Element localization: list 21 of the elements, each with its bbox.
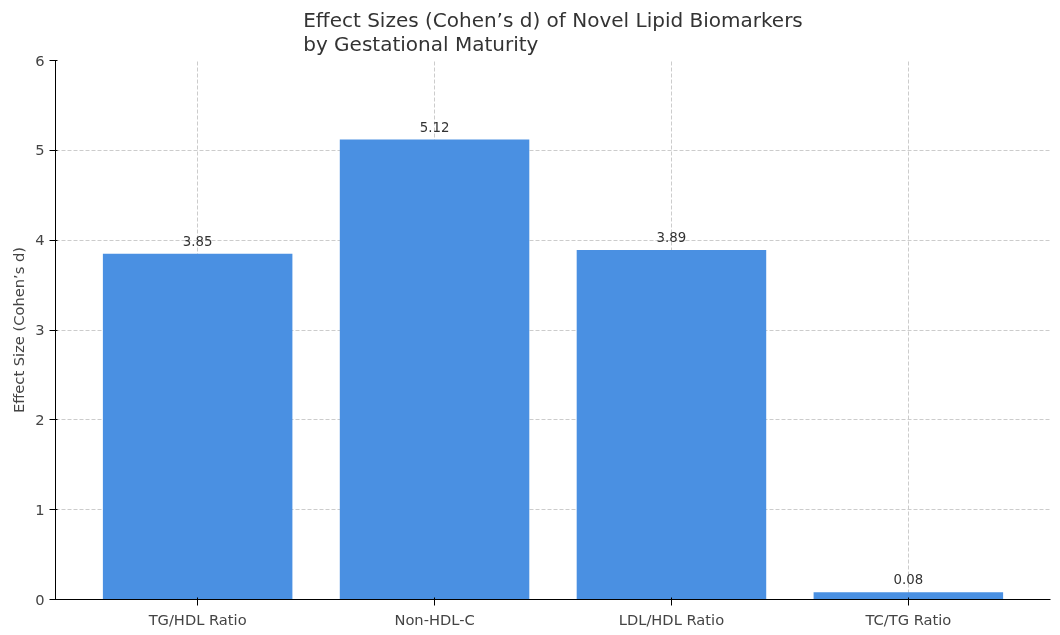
y-axis-title: Effect Size (Cohen’s d) bbox=[10, 246, 28, 414]
data-label: 0.08 bbox=[893, 572, 924, 588]
x-tick-label: TG/HDL Ratio bbox=[147, 610, 247, 628]
x-tick-label: LDL/HDL Ratio bbox=[618, 610, 725, 628]
data-label: 5.12 bbox=[419, 119, 450, 135]
y-tick-label: 2 bbox=[35, 410, 45, 428]
chart-title: Effect Sizes (Cohen’s d) of Novel Lipid Biomarkers by Gestational Maturity bbox=[303, 7, 803, 56]
data-label: 3.85 bbox=[182, 233, 213, 249]
y-tick-label: 5 bbox=[35, 141, 45, 159]
y-tick-label: 4 bbox=[35, 231, 45, 249]
y-tick-label: 6 bbox=[35, 51, 45, 69]
x-tick-label: Non-HDL-C bbox=[394, 610, 475, 628]
bar bbox=[102, 253, 293, 600]
x-tick-label: TC/TG Ratio bbox=[864, 610, 952, 628]
y-tick-label: 3 bbox=[35, 321, 45, 338]
y-tick-label: 0 bbox=[35, 590, 45, 608]
bar bbox=[813, 592, 1004, 600]
bar bbox=[576, 250, 767, 600]
data-label: 3.89 bbox=[656, 230, 687, 246]
bar bbox=[339, 139, 530, 600]
y-tick-label: 1 bbox=[35, 500, 45, 518]
